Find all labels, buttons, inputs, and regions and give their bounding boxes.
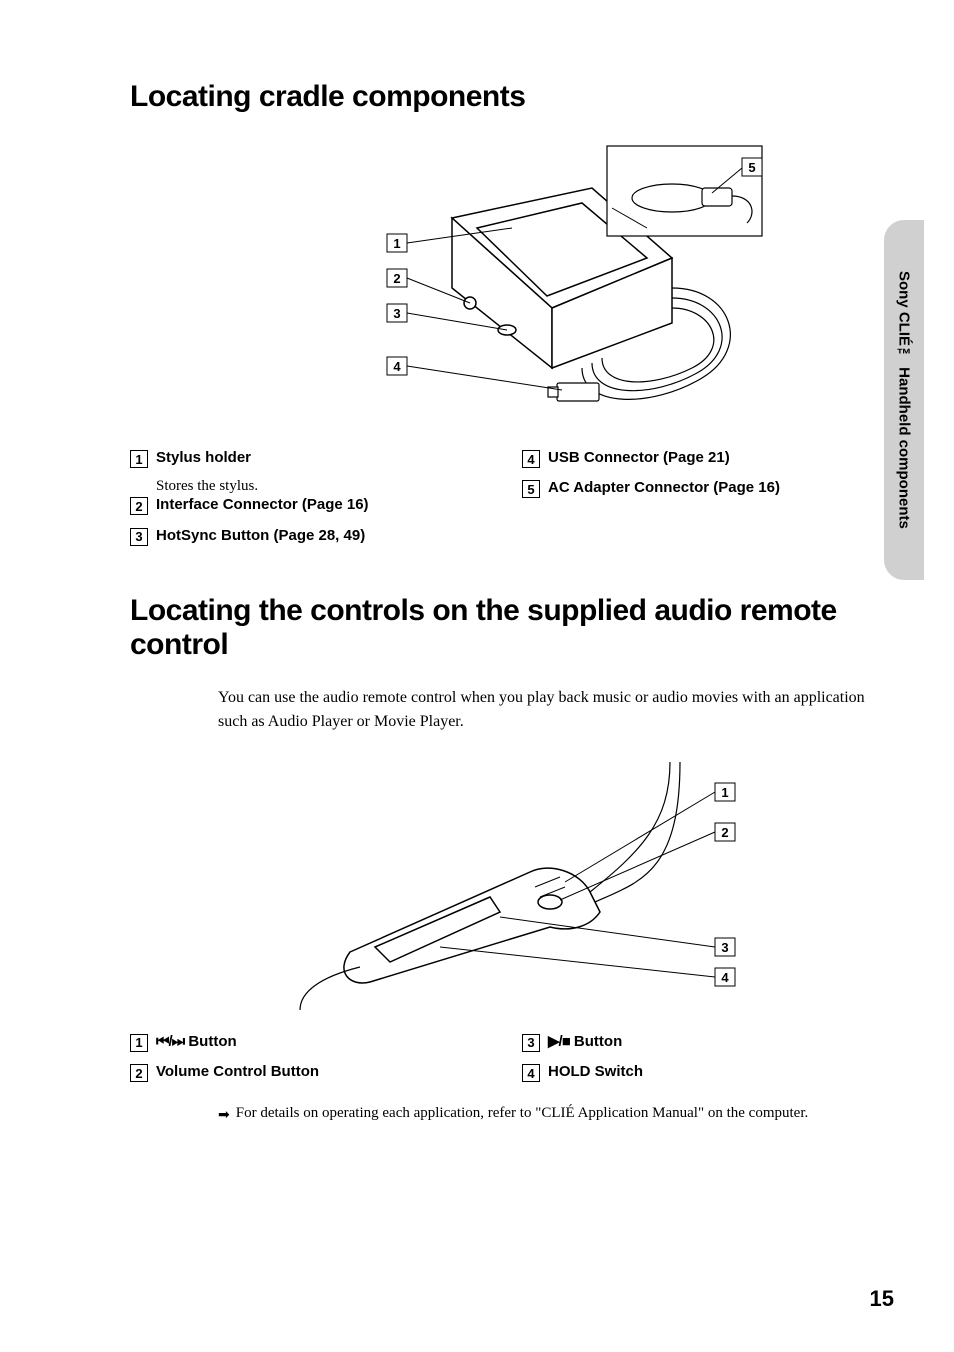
legend-title-text: Button — [570, 1033, 622, 1050]
section2: Locating the controls on the supplied au… — [130, 594, 894, 1127]
section2-title: Locating the controls on the supplied au… — [130, 594, 894, 662]
d2-callout-4: 4 — [721, 970, 729, 985]
legend-num: 3 — [522, 1034, 540, 1052]
legend-num: 4 — [522, 450, 540, 468]
legend-item: 2 Interface Connector (Page 16) — [130, 495, 502, 515]
legend-title: AC Adapter Connector (Page 16) — [548, 478, 894, 498]
prev-next-icon: ⏮/⏭ — [156, 1033, 184, 1050]
legend-item: 1 Stylus holder — [130, 448, 502, 468]
legend-title: ▶/■ Button — [548, 1032, 894, 1052]
legend-title: ⏮/⏭ Button — [156, 1032, 502, 1052]
legend-num: 2 — [130, 497, 148, 515]
section2-body: You can use the audio remote control whe… — [218, 686, 894, 734]
legend-item: 4 HOLD Switch — [522, 1062, 894, 1082]
legend-num: 5 — [522, 480, 540, 498]
cradle-diagram: 1 2 3 4 5 — [252, 138, 772, 428]
play-stop-icon: ▶/■ — [548, 1033, 570, 1050]
side-tab-label: Sony CLIÉ™ Handheld components — [896, 271, 913, 529]
page-number: 15 — [870, 1286, 894, 1312]
d1-callout-2: 2 — [393, 271, 400, 286]
manual-page: Sony CLIÉ™ Handheld components Locating … — [0, 0, 954, 1352]
section2-footnote: ➡ For details on operating each applicat… — [218, 1102, 894, 1126]
legend-item: 3 HotSync Button (Page 28, 49) — [130, 526, 502, 546]
legend-title: Stylus holder — [156, 448, 502, 468]
legend-desc: Stores the stylus. — [156, 478, 502, 495]
legend-num: 1 — [130, 450, 148, 468]
section1-legend-left: 1 Stylus holder Stores the stylus. 2 Int… — [130, 448, 502, 556]
legend-item: 5 AC Adapter Connector (Page 16) — [522, 478, 894, 498]
remote-diagram: 1 2 3 4 — [240, 752, 760, 1012]
legend-item: 2 Volume Control Button — [130, 1062, 502, 1082]
footnote-text: For details on operating each applicatio… — [236, 1102, 809, 1125]
legend-item: 4 USB Connector (Page 21) — [522, 448, 894, 468]
legend-item: 3 ▶/■ Button — [522, 1032, 894, 1052]
legend-num: 2 — [130, 1064, 148, 1082]
legend-title: USB Connector (Page 21) — [548, 448, 894, 468]
section1-legend-right: 4 USB Connector (Page 21) 5 AC Adapter C… — [522, 448, 894, 556]
d1-callout-1: 1 — [393, 236, 400, 251]
section2-legend-right: 3 ▶/■ Button 4 HOLD Switch — [522, 1032, 894, 1093]
d2-callout-3: 3 — [721, 940, 728, 955]
legend-num: 3 — [130, 528, 148, 546]
legend-title: HotSync Button (Page 28, 49) — [156, 526, 502, 546]
legend-num: 1 — [130, 1034, 148, 1052]
legend-title: Interface Connector (Page 16) — [156, 495, 502, 515]
d1-callout-4: 4 — [393, 359, 401, 374]
arrow-bullet-icon: ➡ — [218, 1105, 230, 1126]
section2-legend: 1 ⏮/⏭ Button 2 Volume Control Button — [130, 1032, 894, 1093]
legend-num: 4 — [522, 1064, 540, 1082]
legend-title: HOLD Switch — [548, 1062, 894, 1082]
section1-title: Locating cradle components — [130, 80, 894, 114]
legend-title-text: Button — [184, 1033, 236, 1050]
section1-legend: 1 Stylus holder Stores the stylus. 2 Int… — [130, 448, 894, 556]
d2-callout-2: 2 — [721, 825, 728, 840]
d2-callout-1: 1 — [721, 785, 728, 800]
legend-item: 1 ⏮/⏭ Button — [130, 1032, 502, 1052]
legend-title: Volume Control Button — [156, 1062, 502, 1082]
d1-callout-5: 5 — [748, 160, 755, 175]
d1-callout-3: 3 — [393, 306, 400, 321]
side-tab: Sony CLIÉ™ Handheld components — [884, 220, 924, 580]
section2-legend-left: 1 ⏮/⏭ Button 2 Volume Control Button — [130, 1032, 502, 1093]
